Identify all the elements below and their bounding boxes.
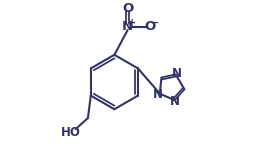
Text: N: N [170,95,180,108]
Text: HO: HO [61,126,81,139]
Text: N: N [172,67,182,80]
Text: O: O [122,2,133,15]
Text: N: N [122,20,133,33]
Text: +: + [128,18,136,28]
Text: O: O [145,20,156,33]
Text: N: N [153,88,163,101]
Text: −: − [150,18,159,28]
